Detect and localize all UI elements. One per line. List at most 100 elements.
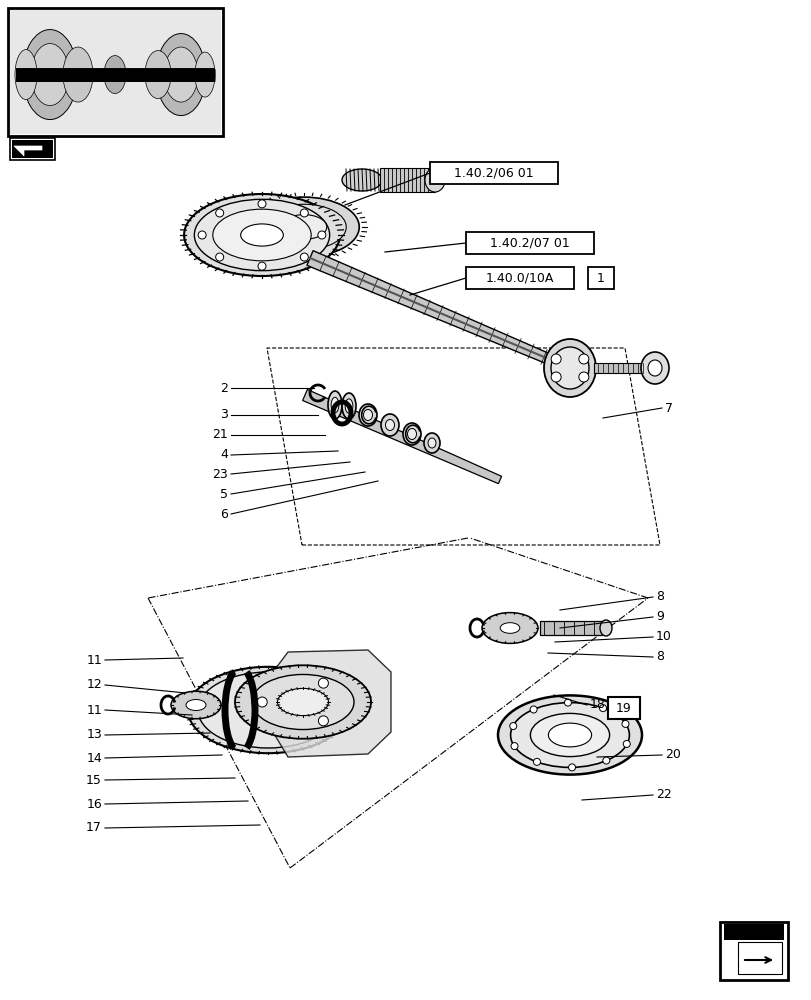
Text: 1.40.2/06 01: 1.40.2/06 01 <box>453 167 533 180</box>
Text: 5: 5 <box>220 488 228 500</box>
Circle shape <box>509 723 516 730</box>
Ellipse shape <box>599 620 611 636</box>
Text: 1.40.2/07 01: 1.40.2/07 01 <box>490 236 569 249</box>
Ellipse shape <box>341 169 381 191</box>
Ellipse shape <box>145 51 171 99</box>
Ellipse shape <box>427 438 436 448</box>
Ellipse shape <box>186 700 206 710</box>
Text: 11: 11 <box>86 654 102 666</box>
Circle shape <box>564 699 571 706</box>
Circle shape <box>317 231 325 239</box>
Ellipse shape <box>510 703 629 767</box>
Text: 20: 20 <box>664 748 680 762</box>
Ellipse shape <box>156 34 206 116</box>
Text: 13: 13 <box>86 728 102 741</box>
Circle shape <box>318 716 328 726</box>
Bar <box>10 10 221 134</box>
Ellipse shape <box>188 667 348 753</box>
Ellipse shape <box>385 420 394 430</box>
Ellipse shape <box>380 414 398 436</box>
Text: 1: 1 <box>596 271 604 284</box>
Ellipse shape <box>234 665 371 739</box>
Circle shape <box>533 758 540 765</box>
Text: 8: 8 <box>655 590 663 603</box>
Circle shape <box>602 757 609 764</box>
Bar <box>723 924 783 940</box>
Circle shape <box>621 720 629 727</box>
Ellipse shape <box>407 428 416 440</box>
Ellipse shape <box>345 399 353 413</box>
Circle shape <box>510 743 517 750</box>
Bar <box>430 162 557 184</box>
Ellipse shape <box>358 404 376 426</box>
Text: 11: 11 <box>86 704 102 716</box>
Ellipse shape <box>530 713 609 757</box>
Polygon shape <box>14 146 42 156</box>
Ellipse shape <box>497 695 642 775</box>
Bar <box>539 621 601 635</box>
Text: 12: 12 <box>86 678 102 692</box>
Text: 1.40.0/10A: 1.40.0/10A <box>485 271 553 284</box>
Text: 6: 6 <box>220 508 228 520</box>
Text: 7: 7 <box>664 401 672 414</box>
Circle shape <box>216 253 223 261</box>
Ellipse shape <box>184 194 340 276</box>
Text: 4: 4 <box>220 448 228 462</box>
Ellipse shape <box>500 623 519 633</box>
Bar <box>587 267 613 289</box>
Bar <box>466 267 573 289</box>
Circle shape <box>258 262 266 270</box>
Polygon shape <box>12 140 53 158</box>
Text: 10: 10 <box>655 630 671 644</box>
Circle shape <box>300 209 308 217</box>
Ellipse shape <box>640 352 668 384</box>
Polygon shape <box>303 389 501 484</box>
Polygon shape <box>272 650 391 757</box>
Polygon shape <box>307 251 571 373</box>
Ellipse shape <box>277 688 328 716</box>
Ellipse shape <box>328 391 341 419</box>
Ellipse shape <box>551 347 588 389</box>
Circle shape <box>216 209 223 217</box>
Polygon shape <box>737 942 781 974</box>
Ellipse shape <box>424 168 444 192</box>
Circle shape <box>530 706 537 713</box>
Ellipse shape <box>15 50 37 100</box>
Ellipse shape <box>647 360 661 376</box>
Ellipse shape <box>63 47 93 102</box>
Ellipse shape <box>240 224 283 246</box>
Text: 2: 2 <box>220 381 228 394</box>
Ellipse shape <box>261 204 345 250</box>
Text: 14: 14 <box>86 752 102 764</box>
Text: 19: 19 <box>616 702 631 714</box>
Bar <box>466 232 594 254</box>
Circle shape <box>198 231 206 239</box>
Ellipse shape <box>194 199 329 271</box>
Ellipse shape <box>331 397 338 413</box>
Text: 23: 23 <box>212 468 228 481</box>
Circle shape <box>300 253 308 261</box>
Text: 9: 9 <box>655 610 663 624</box>
Text: 16: 16 <box>86 797 102 810</box>
Ellipse shape <box>31 44 69 106</box>
Circle shape <box>318 678 328 688</box>
Ellipse shape <box>104 56 126 94</box>
Ellipse shape <box>423 433 440 453</box>
Ellipse shape <box>402 423 420 445</box>
Ellipse shape <box>363 410 372 420</box>
Bar <box>607 697 639 719</box>
Text: 17: 17 <box>86 821 102 834</box>
Text: 15: 15 <box>86 774 102 786</box>
Ellipse shape <box>248 197 358 257</box>
Circle shape <box>599 705 606 712</box>
Circle shape <box>623 740 629 747</box>
Text: 8: 8 <box>655 650 663 664</box>
Text: 3: 3 <box>220 408 228 422</box>
Ellipse shape <box>212 209 311 261</box>
Circle shape <box>568 764 575 771</box>
Ellipse shape <box>547 723 591 747</box>
Ellipse shape <box>543 339 595 397</box>
Bar <box>719 922 787 980</box>
Bar <box>594 363 648 373</box>
Ellipse shape <box>281 215 326 239</box>
